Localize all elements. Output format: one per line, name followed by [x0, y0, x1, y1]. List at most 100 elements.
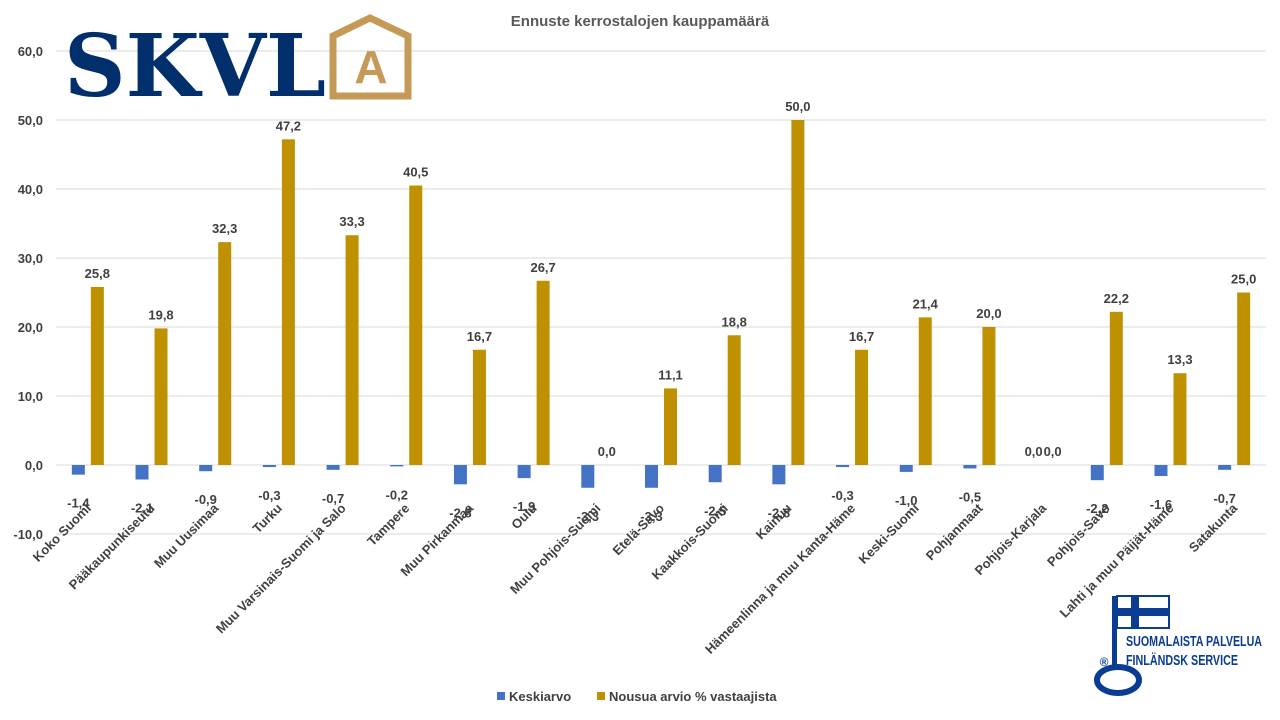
bar-nousua-paakaupunkiseutu [154, 328, 168, 465]
bar-keskiarvo-kaakkois-suomi [708, 465, 722, 483]
data-label-nousua: 25,0 [1231, 272, 1256, 287]
bar-keskiarvo-muu-pirkanmaa [453, 465, 467, 485]
data-label-nousua: 40,5 [403, 165, 428, 180]
data-labels: -1,4 -2,1 -0,9 -0,3 -0,7 -0,2 -2,8 -1,9 -3,3 -3,3… [67, 99, 1256, 524]
data-label-nousua: 16,7 [467, 329, 492, 344]
data-label-keskiarvo: 0,0 [1025, 444, 1043, 459]
finnish-service-seal: SUOMALAISTA PALVELUA FINLÄNDSK SERVICE ® [1094, 595, 1262, 696]
data-label-keskiarvo: -0,3 [831, 488, 853, 503]
data-label-keskiarvo: -2,1 [131, 500, 153, 515]
data-label-nousua: 50,0 [785, 99, 810, 114]
bar-keskiarvo-pohjanmaat [963, 465, 977, 469]
data-label-nousua: 18,8 [722, 314, 747, 329]
data-label-keskiarvo: -2,8 [768, 505, 790, 520]
data-label-nousua: 16,7 [849, 329, 874, 344]
y-tick-label: 10,0 [18, 389, 43, 404]
legend-label-keskiarvo: Keskiarvo [509, 689, 571, 704]
logo-text: SKVL [64, 16, 326, 117]
bar-keskiarvo-paakaupunkiseutu [135, 465, 149, 480]
bar-nousua-turku [281, 139, 295, 465]
y-tick-label: 40,0 [18, 182, 43, 197]
chart-title: Ennuste kerrostalojen kauppamäärä [511, 13, 770, 30]
data-label-keskiarvo: -2,8 [449, 505, 471, 520]
bar-keskiarvo-lahti-ja-muu-paijat-hame [1154, 465, 1168, 477]
legend-swatch-nousua [597, 692, 605, 700]
house-a-icon: A [329, 14, 412, 100]
y-tick-label: -10,0 [13, 527, 43, 542]
bar-keskiarvo-tampere [390, 465, 404, 467]
registered-mark: ® [1100, 655, 1109, 669]
seal-line2: FINLÄNDSK SERVICE [1126, 652, 1238, 669]
bar-nousua-pohjois-savo [1109, 311, 1123, 465]
data-label-nousua: 47,2 [276, 118, 301, 133]
bar-nousua-keski-suomi [918, 317, 932, 465]
x-tick-label: Pohjois-Savo [1044, 500, 1113, 569]
bar-nousua-pohjanmaat [982, 327, 996, 465]
data-label-nousua: 13,3 [1167, 352, 1192, 367]
bar-nousua-etela-savo [664, 388, 677, 465]
x-tick-label: Tampere [364, 501, 412, 549]
bar-keskiarvo-hameenlinna-ja-muu-kanta-hame [836, 465, 850, 468]
data-label-nousua: 19,8 [148, 307, 173, 322]
data-label-keskiarvo: -1,4 [67, 496, 90, 511]
legend-label-nousua: Nousua arvio % vastaajista [609, 689, 777, 704]
y-tick-label: 30,0 [18, 251, 43, 266]
finnish-flag-key-icon [1094, 595, 1170, 696]
seal-line1: SUOMALAISTA PALVELUA [1126, 634, 1262, 650]
x-tick-label: Pohjanmaat [923, 500, 986, 563]
data-label-keskiarvo: -1,6 [1150, 497, 1172, 512]
bar-nousua-lahti-ja-muu-paijat-hame [1173, 373, 1187, 465]
data-label-nousua: 11,1 [658, 367, 683, 382]
y-axis: -10,0 0,0 10,0 20,0 30,0 40,0 50,0 60,0 [13, 44, 43, 542]
data-label-nousua: 22,2 [1104, 291, 1129, 306]
data-label-nousua: 0,0 [1044, 444, 1062, 459]
bar-nousua-kaakkois-suomi [727, 335, 741, 465]
y-tick-label: 0,0 [25, 458, 43, 473]
data-label-keskiarvo: -0,7 [322, 491, 344, 506]
y-tick-label: 60,0 [18, 44, 43, 59]
bars [71, 120, 1251, 488]
bar-keskiarvo-pohjois-savo [1090, 465, 1104, 481]
x-tick-label: Etelä-Savo [610, 500, 668, 558]
data-label-nousua: 32,3 [212, 221, 237, 236]
x-tick-label: Satakunta [1186, 500, 1241, 555]
data-label-keskiarvo: -1,9 [513, 499, 535, 514]
bar-keskiarvo-muu-pohjois-suomi [581, 465, 595, 488]
bar-nousua-satakunta [1237, 292, 1251, 465]
bar-keskiarvo-muu-uusimaa [199, 465, 213, 472]
data-label-keskiarvo: -2,2 [1086, 501, 1108, 516]
bar-nousua-hameenlinna-ja-muu-kanta-hame [855, 349, 869, 465]
bar-keskiarvo-koko-suomi [71, 465, 85, 475]
x-tick-label: Muu Varsinais-Suomi ja Salo [213, 500, 349, 636]
bar-nousua-muu-uusimaa [218, 242, 232, 465]
bar-keskiarvo-satakunta [1218, 465, 1232, 470]
bar-keskiarvo-etela-savo [645, 465, 658, 488]
x-tick-label: Muu Uusimaa [151, 500, 222, 571]
bar-nousua-koko-suomi [90, 286, 104, 465]
data-label-keskiarvo: -1,0 [895, 493, 917, 508]
bar-keskiarvo-keski-suomi [899, 465, 913, 472]
bar-keskiarvo-oulu [517, 465, 531, 479]
legend: Keskiarvo Nousua arvio % vastaajista [497, 689, 777, 704]
bar-nousua-oulu [536, 280, 550, 465]
data-label-nousua: 25,8 [85, 266, 110, 281]
logo-mark: A [354, 41, 387, 93]
bar-nousua-kainuu [791, 120, 805, 465]
data-label-nousua: 26,7 [530, 260, 555, 275]
data-label-nousua: 21,4 [913, 296, 939, 311]
data-label-keskiarvo: -0,3 [258, 488, 280, 503]
bar-nousua-muu-varsinais-suomi-ja-salo [345, 235, 359, 465]
data-label-nousua: 33,3 [339, 214, 364, 229]
data-label-keskiarvo: -3,3 [577, 509, 599, 524]
data-label-keskiarvo: -2,5 [704, 503, 726, 518]
data-label-nousua: 20,0 [976, 306, 1001, 321]
gridlines [56, 50, 1266, 535]
bar-keskiarvo-kainuu [772, 465, 786, 485]
data-label-keskiarvo: -0,7 [1213, 491, 1235, 506]
data-label-keskiarvo: -0,2 [386, 487, 408, 502]
data-label-keskiarvo: -0,5 [959, 489, 981, 504]
y-tick-label: 20,0 [18, 320, 43, 335]
data-label-keskiarvo: -3,3 [640, 509, 662, 524]
legend-swatch-keskiarvo [497, 692, 505, 700]
